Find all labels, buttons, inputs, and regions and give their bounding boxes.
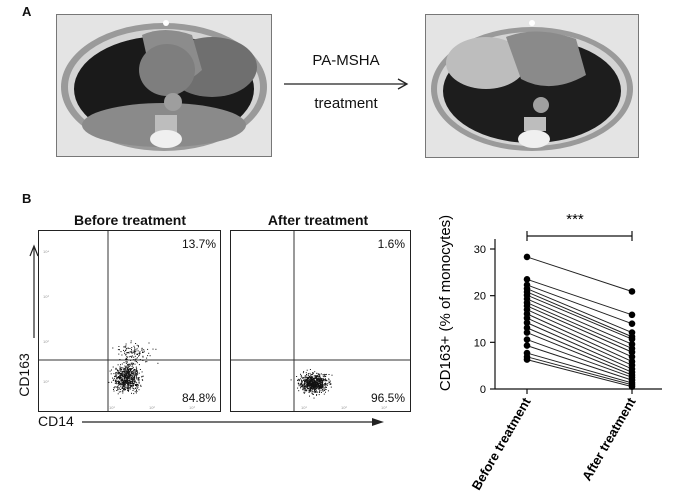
paired-line <box>526 305 633 353</box>
facs-after-lower-right-percent: 96.5% <box>370 391 405 405</box>
paired-line <box>526 322 633 370</box>
panel-b-label: B <box>22 191 32 206</box>
svg-text:10²: 10² <box>149 405 155 410</box>
panel-a-label: A <box>22 4 32 19</box>
after-point <box>628 383 636 390</box>
facs-event-dots <box>108 359 144 399</box>
before-point <box>523 324 531 332</box>
y-tick-label: 0 <box>480 384 486 396</box>
before-point <box>523 276 531 283</box>
facs-after-plot: 10¹ 10² 10³ <box>230 230 411 412</box>
facs-before-lower-right-percent: 84.8% <box>181 391 216 405</box>
svg-text:10¹: 10¹ <box>301 405 307 410</box>
facs-event-dots <box>112 340 159 367</box>
significance-label: *** <box>566 211 584 228</box>
svg-text:10³: 10³ <box>189 405 195 410</box>
paired-line <box>526 327 633 373</box>
arrow-label-bottom: treatment <box>314 95 378 112</box>
cd163-axis-label: CD163 <box>16 353 32 397</box>
paired-line <box>526 309 633 358</box>
paired-line <box>526 298 633 345</box>
facs-after-upper-right-percent: 1.6% <box>377 237 405 251</box>
paired-line <box>526 339 633 378</box>
facs-before-upper-right-percent: 13.7% <box>181 237 216 251</box>
svg-text:10¹: 10¹ <box>109 405 115 410</box>
before-point <box>523 319 531 327</box>
paired-line <box>526 291 633 338</box>
facs-event-dots <box>290 369 333 399</box>
cd14-axis <box>82 418 384 426</box>
svg-text:10⁴: 10⁴ <box>43 249 49 254</box>
paired-line <box>526 345 633 381</box>
svg-text:10²: 10² <box>43 339 49 344</box>
paired-line <box>526 359 633 388</box>
after-point <box>628 288 636 295</box>
paired-line <box>526 313 633 362</box>
paired-line <box>526 302 633 349</box>
after-point <box>628 353 636 361</box>
svg-text:10¹: 10¹ <box>43 379 49 384</box>
paired-line <box>526 256 633 292</box>
cd14-axis-label: CD14 <box>38 413 74 429</box>
facs-before-title: Before treatment <box>73 212 187 228</box>
y-tick-label: 10 <box>474 337 486 349</box>
paired-line <box>526 352 633 384</box>
svg-text:10³: 10³ <box>43 294 49 299</box>
cd163-axis <box>29 244 39 338</box>
paired-line <box>526 288 633 333</box>
paired-line <box>526 278 633 316</box>
after-point <box>628 348 636 356</box>
before-point <box>523 329 531 336</box>
x-tick-label: Before treatment <box>469 394 534 492</box>
y-tick-label: 20 <box>474 291 486 303</box>
before-point <box>523 253 531 261</box>
paired-line <box>526 332 633 376</box>
ct-scan-before-image <box>56 14 272 157</box>
facs-after-title: After treatment <box>267 212 369 228</box>
x-tick-label: After treatment <box>579 394 639 483</box>
paired-line <box>526 294 633 340</box>
before-point <box>523 342 531 349</box>
arrow-label-top: PA-MSHA <box>312 52 380 69</box>
svg-text:10²: 10² <box>341 405 347 410</box>
y-tick-label: 30 <box>474 244 486 256</box>
after-point <box>628 320 636 327</box>
after-point <box>628 335 636 343</box>
svg-text:10³: 10³ <box>381 405 387 410</box>
paired-line <box>526 356 633 386</box>
before-point <box>523 356 531 363</box>
paired-line <box>526 317 633 366</box>
paired-line <box>526 284 633 325</box>
treatment-arrow <box>284 78 409 90</box>
before-point <box>523 314 531 322</box>
before-point <box>523 336 531 343</box>
facs-before-plot: 10⁴ 10³ 10² 10¹ 10¹ 10² 10³ <box>38 230 221 412</box>
after-point <box>628 311 636 319</box>
cd163-paired-chart: 0 10 20 30 Before treatment After treatment C… <box>437 211 662 493</box>
chart-ylabel: CD163+ (% of monocytes) <box>437 215 454 391</box>
ct-scan-after-image <box>425 14 639 158</box>
